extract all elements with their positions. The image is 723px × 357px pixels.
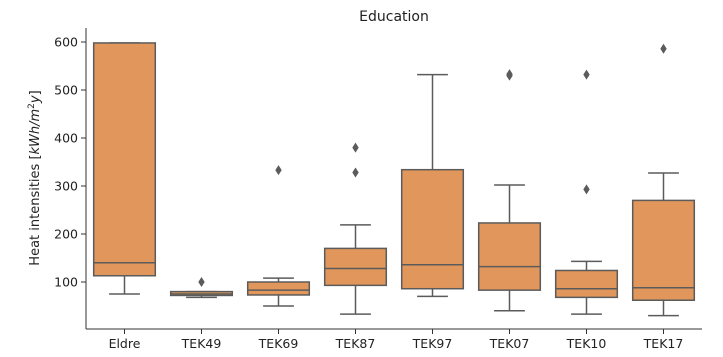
box-tek49 <box>169 277 234 299</box>
outlier-point <box>198 277 205 287</box>
y-axis-label-unit-kwh: kWh/m <box>28 109 43 155</box>
outlier-point <box>660 43 667 54</box>
chart-title: Education <box>359 9 429 25</box>
x-tick-label: TEK69 <box>258 336 299 351</box>
outlier-point <box>352 142 359 153</box>
box-tek87 <box>323 142 388 315</box>
box-eldre <box>92 42 157 295</box>
box-iqr <box>323 247 388 287</box>
box-tek10 <box>554 69 619 315</box>
box-iqr <box>477 222 542 291</box>
y-axis-label-unit-y: y <box>28 95 43 104</box>
box-iqr <box>400 168 465 290</box>
x-tick-label: TEK49 <box>181 336 222 351</box>
outlier-point <box>275 165 282 176</box>
box-tek07 <box>477 69 542 312</box>
y-tick-label: 600 <box>54 35 78 50</box>
y-tick-label: 300 <box>54 179 78 194</box>
x-tick-label: TEK10 <box>566 336 607 351</box>
box-iqr <box>92 42 157 277</box>
x-tick-label: TEK87 <box>335 336 376 351</box>
x-tick-label: TEK97 <box>412 336 453 351</box>
tick-labels: 100 200 300 400 500 600 Eldre TEK49 TEK69 TEK87 TE… <box>54 35 683 352</box>
y-tick-label: 400 <box>54 131 78 146</box>
y-tick-label: 500 <box>54 83 78 98</box>
axes <box>85 28 702 330</box>
y-axis-label-unit-sup: 2 <box>27 103 37 109</box>
x-tick-label: TEK17 <box>643 336 684 351</box>
boxes <box>92 42 696 317</box>
box-tek17 <box>631 43 696 317</box>
box-iqr <box>246 281 311 296</box>
y-axis-label-prefix: Heat intensities [ <box>28 154 43 265</box>
box-iqr <box>554 269 619 299</box>
x-tick-label: TEK07 <box>489 336 530 351</box>
outlier-point <box>583 69 590 80</box>
box-tek69 <box>246 165 311 307</box>
y-tick-label: 100 <box>54 275 78 290</box>
box-tek97 <box>400 73 465 298</box>
outlier-point <box>506 69 513 80</box>
outlier-point <box>352 167 359 178</box>
y-axis-label: Heat intensities [kWh/m2y] <box>27 90 43 265</box>
outlier-point <box>583 184 590 195</box>
x-tick-label: Eldre <box>109 336 141 351</box>
y-tick-label: 200 <box>54 227 78 242</box>
box-iqr <box>631 199 696 301</box>
y-axis-label-suffix: ] <box>28 90 43 95</box>
